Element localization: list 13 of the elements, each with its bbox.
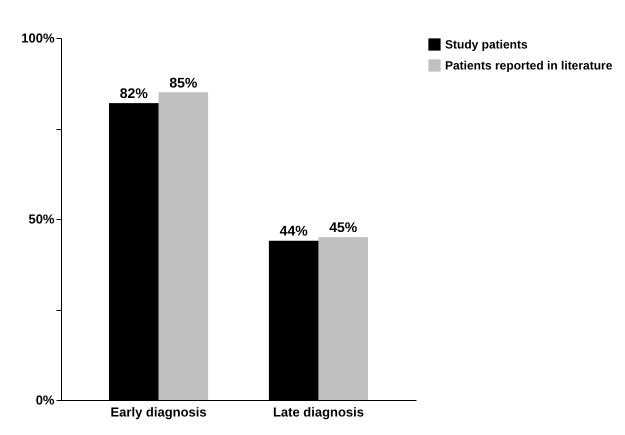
x-tick-label: Early diagnosis bbox=[110, 404, 207, 420]
bar bbox=[158, 92, 208, 400]
y-tick-label: 100% bbox=[21, 30, 55, 46]
y-tick-label: 50% bbox=[28, 212, 55, 226]
data-label: 82% bbox=[120, 85, 148, 102]
legend-label: Patients reported in literature bbox=[445, 58, 613, 72]
data-label: 45% bbox=[329, 219, 358, 236]
data-label: 85% bbox=[169, 74, 198, 90]
y-tick-label: 0% bbox=[36, 392, 55, 408]
legend-label: Study patients bbox=[445, 38, 528, 52]
x-tick-label: Late diagnosis bbox=[272, 404, 364, 420]
bar bbox=[318, 237, 368, 400]
data-label: 44% bbox=[280, 222, 308, 239]
